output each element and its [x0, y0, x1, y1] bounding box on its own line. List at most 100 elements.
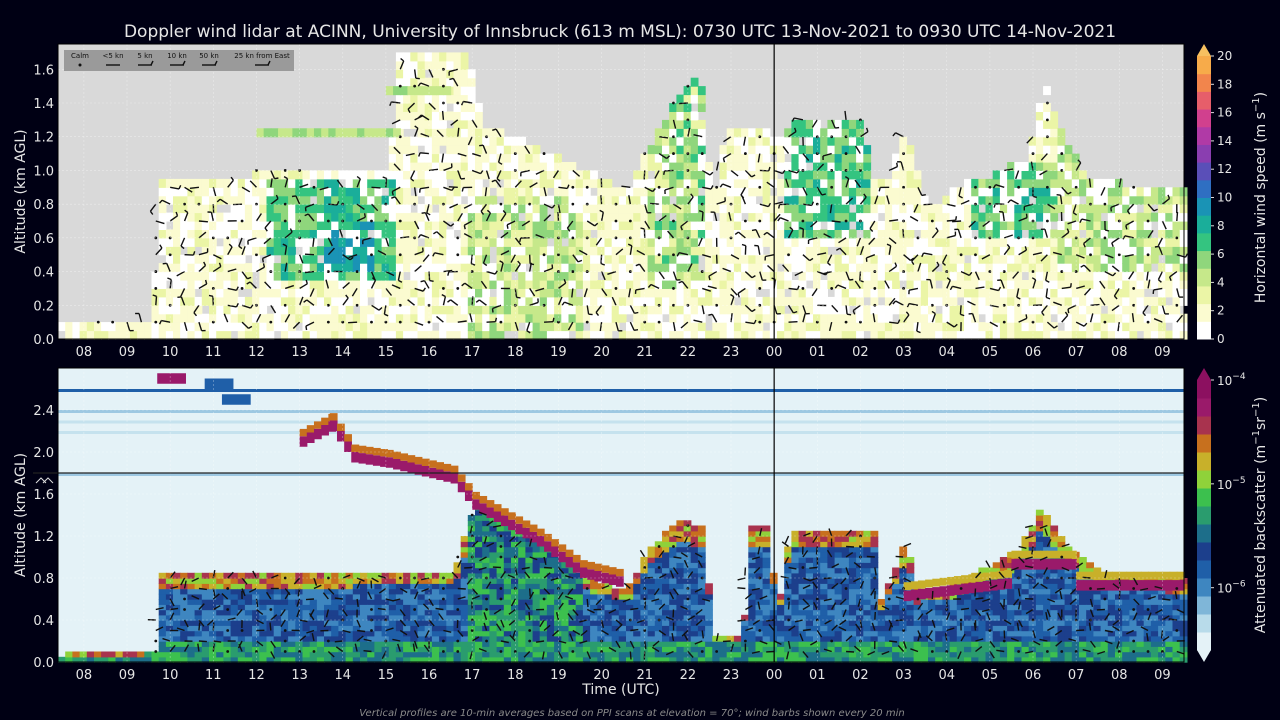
backscatter-cell [244, 583, 253, 590]
speed-cell [201, 288, 210, 298]
wind-barb [284, 284, 295, 290]
calm-dot [398, 135, 402, 139]
backscatter-cell [266, 583, 275, 590]
speed-cell [676, 229, 685, 239]
speed-cell [1035, 263, 1044, 273]
speed-cell [942, 288, 951, 298]
barb-flag [1113, 295, 1118, 300]
y-tick-label: 1.4 [33, 97, 54, 112]
speed-cell [920, 263, 929, 273]
speed-cell [1050, 195, 1059, 205]
wind-barb [723, 152, 732, 159]
backscatter-cell [302, 578, 311, 584]
speed-cell [1057, 153, 1066, 163]
wind-barb [636, 249, 646, 256]
speed-cell [532, 187, 541, 197]
speed-cell [647, 263, 656, 273]
calm-dot [743, 152, 747, 155]
speed-cell [633, 221, 641, 230]
speed-cell [942, 221, 951, 230]
backscatter-cell [266, 609, 275, 616]
speed-cell [496, 271, 505, 281]
speed-cell [992, 237, 1001, 247]
wind-barb [500, 262, 504, 272]
speed-cell [237, 195, 246, 205]
speed-cell [244, 296, 253, 306]
speed-cell [856, 254, 864, 264]
speed-cell [324, 254, 332, 264]
speed-cell [1122, 330, 1130, 340]
barb-flag [566, 184, 570, 189]
backscatter-cell [201, 593, 210, 600]
speed-cell [633, 322, 641, 332]
speed-cell [683, 128, 692, 138]
speed-cell [784, 212, 792, 222]
speed-cell [906, 221, 915, 230]
wind-barb [779, 217, 789, 222]
barb-flag [936, 261, 940, 266]
wind-barb [917, 262, 922, 272]
speed-cell [1064, 153, 1073, 163]
speed-cell [467, 271, 476, 281]
wind-barb [702, 254, 712, 258]
speed-cell [791, 170, 800, 180]
speed-cell [964, 246, 972, 256]
speed-cell [884, 280, 893, 289]
backscatter-cell [338, 604, 347, 611]
barb-flag [291, 195, 297, 198]
wind-barb [946, 219, 956, 222]
backscatter-cell [280, 583, 289, 590]
backscatter-cell [417, 588, 426, 595]
speed-cell [266, 195, 275, 205]
speed-cell [676, 296, 685, 306]
speed-cell [777, 212, 785, 222]
backscatter-cell [72, 651, 81, 658]
backscatter-cell [446, 614, 455, 621]
speed-cell [662, 229, 670, 239]
backscatter-cell [403, 651, 411, 658]
speed-cell [288, 254, 296, 264]
speed-cell [1079, 322, 1087, 332]
speed-cell [187, 280, 196, 289]
speed-cell [467, 263, 476, 273]
speed-cell [856, 145, 864, 155]
backscatter-cell [209, 599, 217, 605]
speed-cell [65, 330, 73, 340]
speed-cell [1093, 288, 1102, 298]
speed-cell [331, 322, 339, 332]
backscatter-cell [431, 593, 440, 600]
speed-cell [640, 237, 649, 247]
backscatter-cell [201, 604, 210, 611]
speed-cell [467, 204, 476, 214]
speed-cell [906, 330, 915, 340]
calm-dot [528, 202, 532, 206]
speed-cell [1007, 280, 1015, 289]
calm-dot [844, 152, 848, 155]
calm-dot [326, 303, 330, 307]
speed-cell [403, 94, 411, 104]
speed-cell [388, 195, 397, 205]
speed-cell [352, 246, 361, 256]
speed-cell [899, 313, 908, 323]
barb-flag [305, 325, 308, 331]
speed-cell [654, 221, 663, 230]
wind-barb [469, 313, 473, 323]
speed-cell [884, 187, 893, 197]
wind-barb [859, 196, 867, 205]
wind-barb [270, 170, 276, 179]
speed-cell [230, 237, 239, 247]
backscatter-cell [216, 635, 224, 642]
speed-cell [1107, 296, 1116, 306]
wind-barb [339, 229, 344, 239]
speed-cell [805, 136, 814, 146]
speed-cell [417, 178, 426, 188]
speed-cell [1172, 313, 1181, 323]
speed-cell [1129, 195, 1138, 205]
speed-cell [352, 322, 361, 332]
backscatter-cell [295, 630, 304, 637]
wind-barb [595, 304, 603, 313]
speed-cell [503, 296, 512, 306]
speed-cell [453, 195, 462, 205]
speed-cell [654, 271, 663, 281]
speed-cell [439, 229, 447, 239]
